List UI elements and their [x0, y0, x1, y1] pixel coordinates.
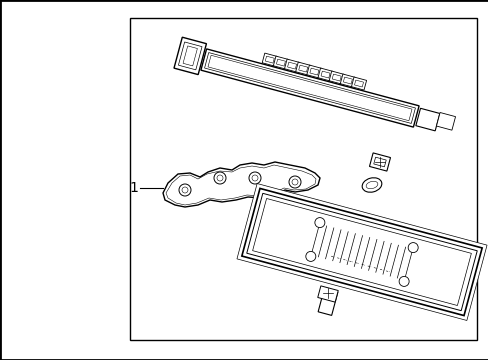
Polygon shape — [415, 108, 439, 131]
Circle shape — [288, 176, 301, 188]
Polygon shape — [317, 68, 332, 81]
Circle shape — [214, 172, 225, 184]
Polygon shape — [328, 71, 344, 84]
Text: 1: 1 — [129, 181, 138, 195]
Polygon shape — [237, 184, 486, 320]
Polygon shape — [369, 153, 390, 171]
Polygon shape — [163, 162, 319, 207]
Circle shape — [248, 172, 261, 184]
Polygon shape — [242, 188, 481, 316]
Polygon shape — [273, 56, 288, 69]
Circle shape — [314, 217, 324, 228]
Circle shape — [407, 243, 417, 253]
Polygon shape — [174, 37, 206, 75]
Polygon shape — [351, 77, 366, 90]
Polygon shape — [436, 113, 455, 130]
Circle shape — [398, 276, 408, 287]
Bar — [130, 18, 476, 340]
Polygon shape — [295, 62, 310, 75]
Polygon shape — [262, 53, 277, 66]
Polygon shape — [284, 59, 299, 72]
Circle shape — [305, 251, 315, 261]
Ellipse shape — [362, 178, 381, 192]
Polygon shape — [317, 286, 338, 302]
Polygon shape — [318, 289, 337, 315]
Polygon shape — [340, 74, 355, 87]
Polygon shape — [201, 49, 418, 127]
Polygon shape — [306, 65, 321, 78]
Circle shape — [179, 184, 191, 196]
